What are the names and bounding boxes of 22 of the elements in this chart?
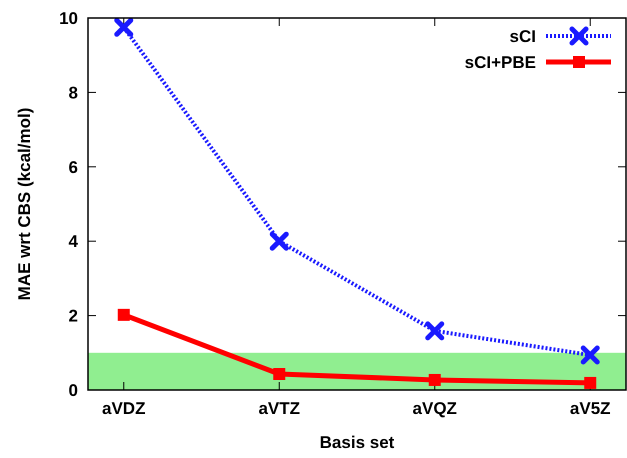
x-tick-label: aVTZ: [258, 399, 300, 418]
point: [580, 346, 600, 365]
x-tick-label: aV5Z: [570, 399, 611, 418]
legend-label: sCI+PBE: [464, 52, 536, 72]
y-tick-label: 10: [59, 8, 78, 28]
x-tick-label: aVDZ: [102, 399, 146, 418]
point: [428, 374, 441, 386]
y-tick-label: 2: [68, 306, 78, 326]
y-axis-title: MAE wrt CBS (kcal/mol): [15, 108, 34, 300]
legend-label: sCI: [510, 26, 536, 46]
point: [118, 308, 130, 321]
y-tick-label: 6: [68, 158, 78, 177]
point: [270, 232, 289, 251]
point: [425, 321, 444, 340]
point: [114, 18, 134, 37]
x-axis-title: Basis set: [320, 433, 395, 452]
x-tick-label: aVQZ: [412, 399, 457, 418]
point: [273, 368, 286, 380]
y-tick-label: 0: [68, 380, 78, 400]
point: [584, 376, 596, 389]
y-tick-label: 8: [68, 83, 78, 102]
y-tick-label: 4: [68, 232, 79, 252]
